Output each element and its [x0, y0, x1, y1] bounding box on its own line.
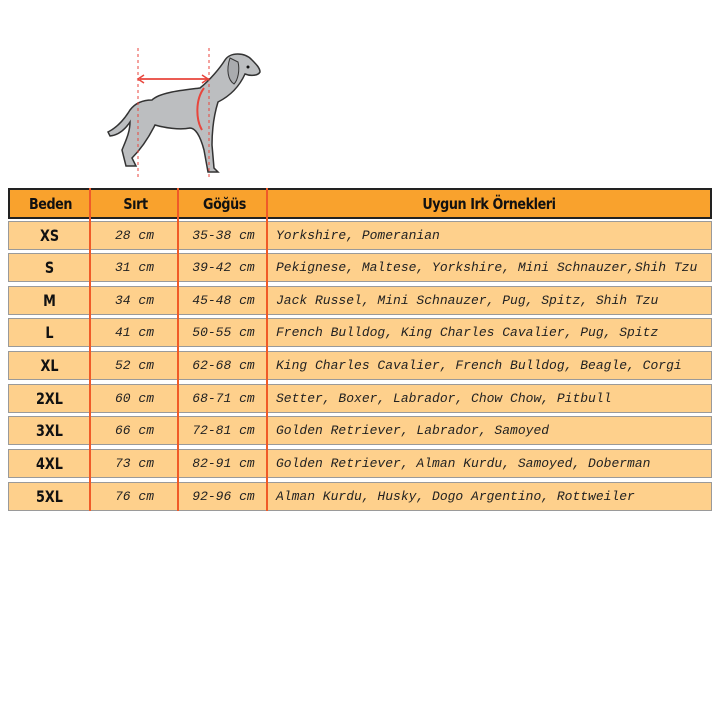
- breeds-cell: Golden Retriever, Alman Kurdu, Samoyed, …: [276, 456, 651, 471]
- table-row: S 31 cm 39-42 cm Pekignese, Maltese, Yor…: [8, 253, 712, 282]
- column-divider: [89, 188, 91, 511]
- chest-cell: 62-68 cm: [192, 358, 255, 373]
- breeds-cell: Pekignese, Maltese, Yorkshire, Mini Schn…: [276, 260, 698, 275]
- header-size: Beden: [28, 194, 73, 213]
- size-cell: 5XL: [36, 487, 63, 506]
- back-cell: 31 cm: [114, 260, 154, 275]
- table-row: XL 52 cm 62-68 cm King Charles Cavalier,…: [8, 351, 712, 380]
- table-row: XS 28 cm 35-38 cm Yorkshire, Pomeranian: [8, 221, 712, 250]
- back-cell: 66 cm: [114, 423, 154, 438]
- chest-cell: 92-96 cm: [192, 489, 255, 504]
- back-cell: 41 cm: [114, 325, 154, 340]
- chest-cell: 50-55 cm: [192, 325, 255, 340]
- breeds-cell: French Bulldog, King Charles Cavalier, P…: [276, 325, 659, 340]
- size-cell: XL: [40, 356, 59, 375]
- chest-cell: 72-81 cm: [192, 423, 255, 438]
- table-row: 3XL 66 cm 72-81 cm Golden Retriever, Lab…: [8, 416, 712, 445]
- column-divider: [266, 188, 268, 511]
- breeds-cell: Yorkshire, Pomeranian: [276, 228, 440, 243]
- size-cell: L: [45, 323, 54, 342]
- table-row: 2XL 60 cm 68-71 cm Setter, Boxer, Labrad…: [8, 384, 712, 413]
- breeds-cell: Alman Kurdu, Husky, Dogo Argentino, Rott…: [276, 489, 635, 504]
- size-cell: 4XL: [36, 454, 63, 473]
- table-row: 4XL 73 cm 82-91 cm Golden Retriever, Alm…: [8, 449, 712, 478]
- chest-cell: 35-38 cm: [192, 228, 255, 243]
- size-cell: M: [43, 291, 56, 310]
- size-cell: 2XL: [36, 389, 63, 408]
- chest-cell: 45-48 cm: [192, 293, 255, 308]
- header-chest: Göğüs: [203, 194, 246, 213]
- size-cell: 3XL: [36, 421, 63, 440]
- column-divider: [177, 188, 179, 511]
- size-cell: XS: [39, 226, 60, 245]
- chest-cell: 39-42 cm: [192, 260, 255, 275]
- size-cell: S: [44, 258, 55, 277]
- table-row: 5XL 76 cm 92-96 cm Alman Kurdu, Husky, D…: [8, 482, 712, 511]
- back-cell: 28 cm: [114, 228, 154, 243]
- table-row: M 34 cm 45-48 cm Jack Russel, Mini Schna…: [8, 286, 712, 315]
- back-cell: 60 cm: [114, 391, 154, 406]
- back-cell: 34 cm: [114, 293, 154, 308]
- breeds-cell: King Charles Cavalier, French Bulldog, B…: [276, 358, 682, 373]
- header-breeds: Uygun Irk Örnekleri: [422, 194, 556, 213]
- table-header: Beden Sırt Göğüs Uygun Irk Örnekleri: [8, 188, 712, 219]
- back-cell: 73 cm: [114, 456, 154, 471]
- breeds-cell: Jack Russel, Mini Schnauzer, Pug, Spitz,…: [276, 293, 659, 308]
- breeds-cell: Golden Retriever, Labrador, Samoyed: [276, 423, 550, 438]
- chest-cell: 82-91 cm: [192, 456, 255, 471]
- chest-cell: 68-71 cm: [192, 391, 255, 406]
- header-back: Sırt: [123, 194, 148, 213]
- breeds-cell: Setter, Boxer, Labrador, Chow Chow, Pitb…: [276, 391, 612, 406]
- dog-measurement-illustration: [106, 48, 261, 180]
- back-cell: 76 cm: [114, 489, 154, 504]
- table-row: L 41 cm 50-55 cm French Bulldog, King Ch…: [8, 318, 712, 347]
- back-cell: 52 cm: [114, 358, 154, 373]
